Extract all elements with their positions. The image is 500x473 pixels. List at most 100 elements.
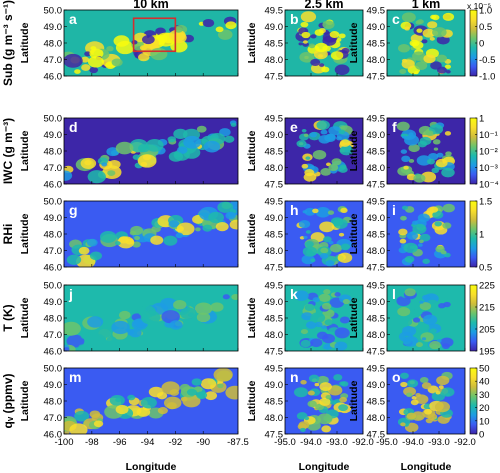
field-cell xyxy=(417,310,423,315)
y-tick-label: 50.0 xyxy=(44,197,63,208)
y-axis-label: Latitude xyxy=(348,380,360,421)
field-cell xyxy=(305,230,311,234)
field-cell xyxy=(125,238,134,245)
colorbar-tick-label: 195 xyxy=(479,347,495,358)
panel-letter: i xyxy=(392,202,396,218)
field-cell xyxy=(301,31,311,39)
field-cell xyxy=(225,211,237,220)
x-tick-label: -95.0 xyxy=(274,437,296,448)
field-cell xyxy=(442,203,455,213)
panel-letter: b xyxy=(290,11,299,27)
colorbar-row-2: 1.5 1 0.5 xyxy=(469,197,492,274)
y-tick-label: 47.5 xyxy=(265,72,284,83)
colorbar-tick-label: -1.0 xyxy=(479,72,495,83)
field-cell xyxy=(314,382,320,387)
field-cell xyxy=(436,54,448,63)
row-label: RHi xyxy=(1,224,15,245)
field-cell xyxy=(89,48,104,59)
field-cell xyxy=(412,51,426,61)
field-cell xyxy=(204,391,218,401)
field-cell xyxy=(308,43,316,49)
field-cell xyxy=(305,156,311,160)
field-cell xyxy=(333,374,343,381)
y-tick-label: 50.0 xyxy=(44,114,63,125)
field-cell xyxy=(431,14,440,21)
field-cell xyxy=(406,412,417,420)
y-tick-label: 48.0 xyxy=(367,330,386,341)
field-cell xyxy=(330,400,337,405)
panel-letter: a xyxy=(69,11,77,27)
field-cell xyxy=(66,254,82,265)
field-cell xyxy=(81,64,91,71)
y-tick-label: 49.0 xyxy=(367,130,386,141)
field-cell xyxy=(418,243,423,247)
field-cell xyxy=(106,336,117,344)
x-tick-label: -87.5 xyxy=(227,437,249,448)
field-cell xyxy=(397,43,410,53)
colorbar-tick-label: 10 xyxy=(479,416,490,427)
field-cell xyxy=(310,312,326,324)
y-axis-label: Latitude xyxy=(19,297,31,338)
field-cell xyxy=(400,381,408,388)
field-cell xyxy=(442,12,455,21)
field-cell xyxy=(167,136,177,143)
field-cell xyxy=(403,335,419,347)
field-cell xyxy=(303,133,309,138)
field-cell xyxy=(401,12,416,23)
field-cell xyxy=(320,129,328,135)
colorbar-tick-label: 1 xyxy=(479,230,484,241)
colorbar-row-0: 1.0 0.5 0 -0.5 -1.0 x 10⁻⁵ xyxy=(467,1,495,83)
field-cell xyxy=(312,149,327,160)
colorbar xyxy=(469,284,478,352)
y-axis-label: Latitude xyxy=(348,213,360,254)
field-cell xyxy=(401,155,411,163)
field-cell xyxy=(231,293,238,300)
field-cell xyxy=(411,396,417,400)
field-cell xyxy=(314,29,324,36)
field-cell xyxy=(324,319,334,326)
y-tick-label: 50.0 xyxy=(44,6,63,17)
heatmap-field xyxy=(64,120,237,184)
y-tick-label: 46.0 xyxy=(44,263,63,274)
field-cell xyxy=(429,206,439,213)
y-tick-label: 47.5 xyxy=(367,72,386,83)
field-cell xyxy=(413,174,426,183)
y-tick-label: 49.5 xyxy=(265,281,284,292)
field-cell xyxy=(303,172,317,182)
field-cell xyxy=(293,387,309,398)
field-cell xyxy=(140,396,157,409)
colorbar-tick-label: 0.5 xyxy=(479,22,492,33)
field-cell xyxy=(445,70,451,74)
field-cell xyxy=(139,45,147,51)
colorbar-row-3: 225 215 205 195 xyxy=(469,281,495,358)
colorbar-tick-label: 1.0 xyxy=(479,6,492,17)
y-tick-label: 48.0 xyxy=(367,163,386,174)
field-cell xyxy=(90,334,106,345)
field-cell xyxy=(140,310,161,325)
y-tick-label: 49.5 xyxy=(265,6,284,17)
colorbar-tick-label: 20 xyxy=(479,403,490,414)
field-cell xyxy=(401,59,415,69)
field-cell xyxy=(310,258,316,263)
field-cell xyxy=(444,131,452,136)
field-cell xyxy=(87,316,104,328)
y-tick-label: 48.0 xyxy=(367,246,386,257)
field-cell xyxy=(129,328,142,338)
field-cell xyxy=(427,21,438,29)
field-cell xyxy=(69,423,88,434)
field-cell xyxy=(305,321,317,329)
field-cell xyxy=(187,312,195,317)
y-tick-label: 47.5 xyxy=(265,263,284,274)
field-cell xyxy=(74,410,90,422)
x-tick-label: -94.0 xyxy=(402,437,424,448)
field-cell xyxy=(314,42,328,53)
y-tick-label: 49.5 xyxy=(265,197,284,208)
panel-letter: n xyxy=(290,369,299,385)
field-cell xyxy=(300,329,309,335)
panel-letter: c xyxy=(392,11,400,27)
field-cell xyxy=(163,396,182,410)
heatmap-field xyxy=(396,121,456,183)
y-tick-label: 47.0 xyxy=(44,246,63,257)
field-cell xyxy=(302,40,308,44)
y-axis-label: Latitude xyxy=(19,213,31,254)
